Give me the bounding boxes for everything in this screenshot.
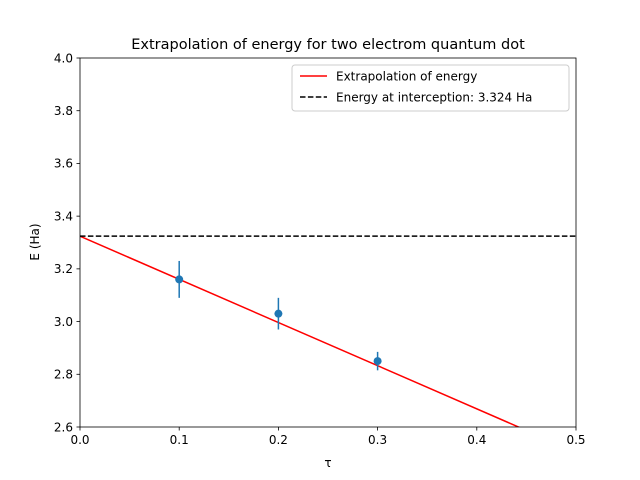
x-tick-label: 0.4 (467, 433, 486, 447)
legend-label-extrapolation: Extrapolation of energy (336, 70, 477, 84)
x-tick-label: 0.3 (368, 433, 387, 447)
y-tick-label: 3.0 (54, 315, 73, 329)
x-tick-label: 0.0 (70, 433, 89, 447)
x-axis-label: τ (324, 456, 331, 470)
y-tick-label: 3.8 (54, 104, 73, 118)
y-tick-label: 3.6 (54, 157, 73, 171)
chart-title: Extrapolation of energy for two electrom… (131, 37, 525, 53)
y-tick-label: 2.8 (54, 368, 73, 382)
data-point (373, 357, 382, 366)
y-axis-label: E (Ha) (28, 223, 42, 260)
y-tick-label: 3.4 (54, 209, 73, 223)
y-tick-label: 2.6 (54, 420, 73, 434)
plot-frame (79, 57, 577, 428)
x-tick-label: 0.1 (170, 433, 189, 447)
legend-label-interception: Energy at interception: 3.324 Ha (336, 91, 532, 105)
x-tick-label: 0.5 (566, 433, 585, 447)
plot-area: 0.0 0.1 0.2 0.3 0.4 0.5 2.6 2.8 3.0 3.2 3.4 3.6 3.8 4… (54, 51, 586, 447)
y-tick-label: 4.0 (54, 51, 73, 65)
legend-box (291, 64, 570, 112)
data-point (175, 275, 184, 284)
y-tick-label: 3.2 (54, 262, 73, 276)
extrapolation-line (80, 235, 521, 427)
data-point (274, 309, 283, 318)
x-tick-label: 0.2 (269, 433, 288, 447)
